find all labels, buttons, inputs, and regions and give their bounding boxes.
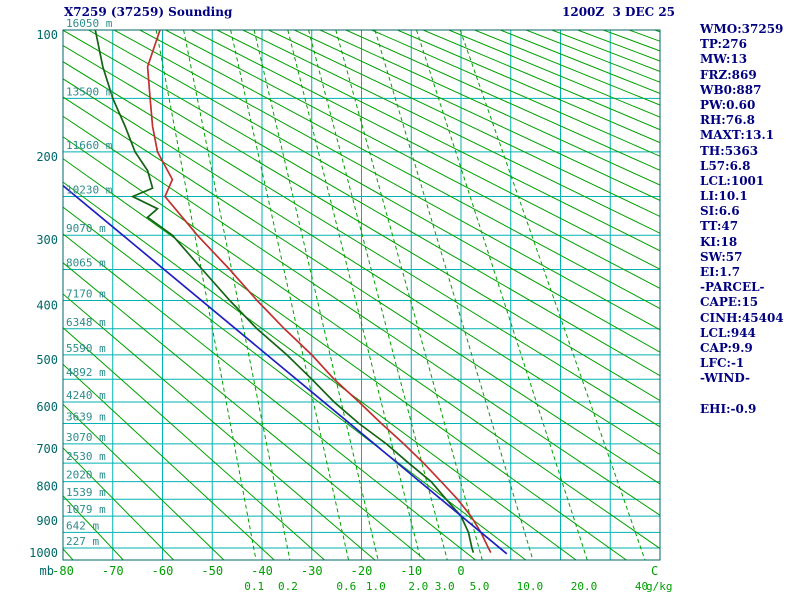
axis-label: g/kg <box>646 580 673 593</box>
stat-line: FRZ:869 <box>700 67 757 82</box>
axis-label: 9070 m <box>66 222 106 235</box>
temperature-trace <box>146 30 492 553</box>
stat-line: TP:276 <box>700 37 748 52</box>
axis-label: 0 <box>457 564 464 578</box>
axis-label: 40 <box>635 580 648 593</box>
axis-label: -60 <box>152 564 174 578</box>
axis-label: 1079 m <box>66 503 106 516</box>
chart-title: X7259 (37259) Sounding <box>64 5 233 19</box>
axis-label: 3070 m <box>66 431 106 444</box>
stat-line: LCL:1001 <box>700 173 765 188</box>
stat-line: LI:10.1 <box>700 189 748 204</box>
axis-label: 5590 m <box>66 342 106 355</box>
stat-line: EI:1.7 <box>700 265 741 279</box>
axis-label: 900 <box>36 514 58 528</box>
axis-label: 13500 m <box>66 85 113 98</box>
stat-line: CINH:45404 <box>700 310 784 325</box>
stat-line: MW:13 <box>700 52 748 67</box>
stat-line: TT:47 <box>700 219 739 234</box>
axis-label: 3.0 <box>435 580 455 593</box>
axis-label: -70 <box>102 564 124 578</box>
axis-label: 4892 m <box>66 366 106 379</box>
axis-label: 642 m <box>66 519 99 532</box>
axis-label: 200 <box>36 150 58 164</box>
axis-label: 2.0 <box>408 580 428 593</box>
axis-label: 5.0 <box>470 580 490 593</box>
stat-line: -WIND- <box>700 371 750 386</box>
stat-line: KI:18 <box>700 234 738 249</box>
axis-label: 1.0 <box>366 580 386 593</box>
stat-line: -PARCEL- <box>700 280 765 295</box>
stat-line: SI:6.6 <box>700 204 740 219</box>
stat-line: SW:57 <box>700 249 743 264</box>
axis-label: 600 <box>36 400 58 414</box>
dry-adiabat-lines <box>63 30 660 560</box>
axis-label: 0.1 <box>244 580 264 593</box>
axis-label: 500 <box>36 353 58 367</box>
axis-label: 16050 m <box>66 17 113 30</box>
axis-label: 100 <box>36 28 58 42</box>
axis-label: 0.6 <box>336 580 356 593</box>
axis-label: 8065 m <box>66 256 106 269</box>
axis-label: -50 <box>201 564 223 578</box>
axis-label: 300 <box>36 233 58 247</box>
axis-label: -30 <box>301 564 323 578</box>
grid-lines <box>62 29 661 560</box>
axis-label: -10 <box>400 564 422 578</box>
axis-label: 400 <box>36 298 58 312</box>
axis-label: 10.0 <box>517 580 544 593</box>
axis-label: 1539 m <box>66 486 106 499</box>
axis-label: 800 <box>36 480 58 494</box>
stat-line: TH:5363 <box>700 143 759 158</box>
axis-label: 7170 m <box>66 287 106 300</box>
axis-label: 700 <box>36 442 58 456</box>
axis-label: C <box>651 564 658 578</box>
plot-frame <box>62 29 661 561</box>
axis-label: -40 <box>251 564 273 578</box>
axis-label: 2530 m <box>66 450 106 463</box>
stat-line: LCL:944 <box>700 325 756 340</box>
axis-label: 0.2 <box>278 580 298 593</box>
stat-line: WMO:37259 <box>700 22 784 36</box>
stat-line: WB0:887 <box>700 82 762 97</box>
mixing-ratio-lines <box>155 30 646 560</box>
stat-line: PW:0.60 <box>700 97 756 112</box>
stat-line: RH:76.8 <box>700 113 755 128</box>
stat-line: CAP:9.9 <box>700 340 753 355</box>
axis-label: 227 m <box>66 535 99 548</box>
stat-line: EHI:-0.9 <box>700 401 757 416</box>
axis-label: -80 <box>52 564 74 578</box>
stat-line: MAXT:13.1 <box>700 128 775 143</box>
axis-label: -20 <box>351 564 373 578</box>
axis-label: 11660 m <box>66 139 113 152</box>
dewpoint-trace <box>94 30 475 553</box>
axis-label: mb <box>40 564 54 578</box>
axis-label: 1000 <box>29 546 58 560</box>
chart-datetime: 1200Z 3 DEC 25 <box>562 5 676 19</box>
parcel-trace <box>63 184 508 555</box>
axis-label: 2020 m <box>66 469 106 482</box>
stats-panel: WMO:37259 TP:276 MW:13 FRZ:869 WB0:887 PW:0.6… <box>700 22 784 417</box>
axis-label: 3639 m <box>66 411 106 424</box>
stat-line: CAPE:15 <box>700 295 759 310</box>
axis-label: 10230 m <box>66 184 113 197</box>
axis-label: 4240 m <box>66 389 106 402</box>
stat-line: LFC:-1 <box>700 356 745 371</box>
stat-spacer <box>700 387 784 402</box>
axis-label: 6348 m <box>66 316 106 329</box>
axis-label: 20.0 <box>571 580 598 593</box>
stat-line: L57:6.8 <box>700 158 751 173</box>
